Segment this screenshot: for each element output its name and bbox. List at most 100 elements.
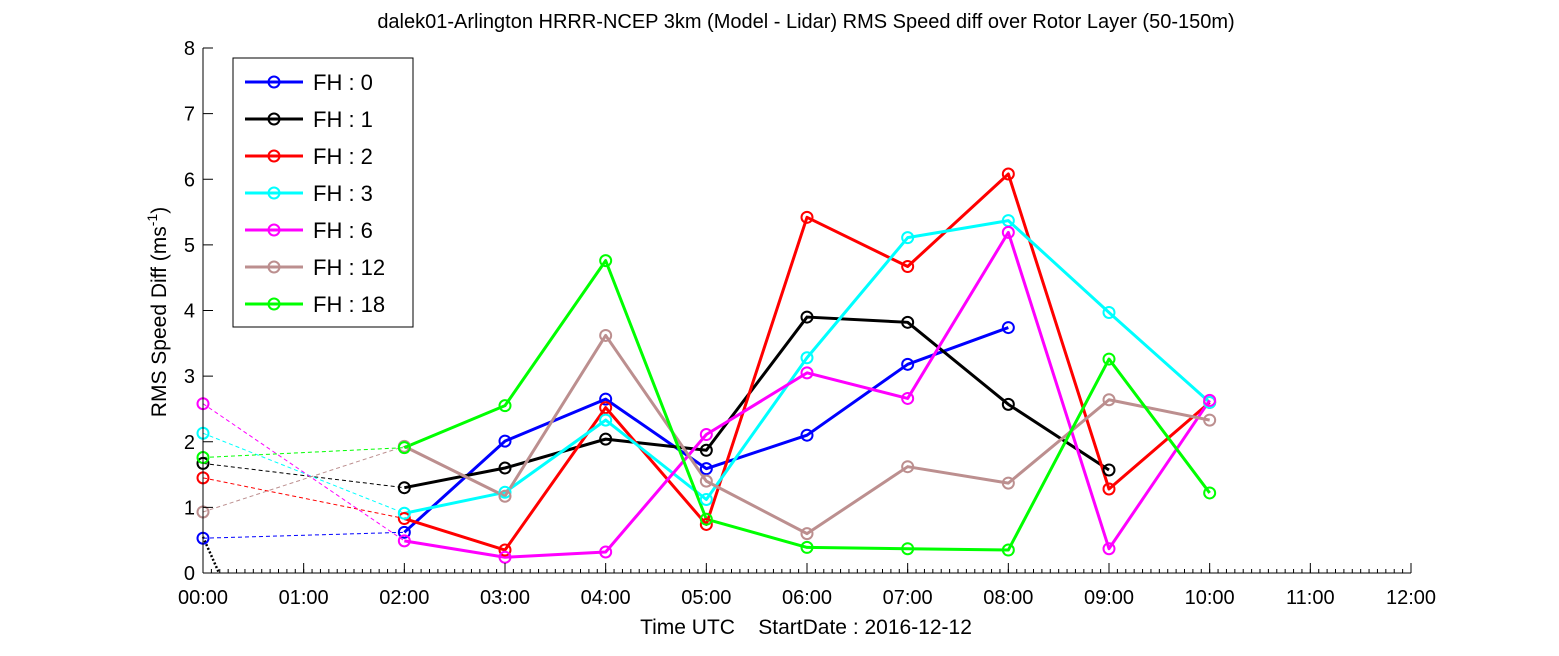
x-tick-label: 12:00 [1386,587,1436,609]
x-tick-label: 00:00 [178,587,228,609]
y-axis-label: RMS Speed Diff (ms-1) [144,207,171,417]
series-fh-2-point [397,512,411,526]
series-fh-12-point [599,328,613,342]
series-fh-1-point [1102,463,1116,477]
series-fh-1-point [699,443,713,457]
y-tick-label: 2 [184,432,195,454]
x-tick-label: 02:00 [379,587,429,609]
x-tick-label: 07:00 [883,587,933,609]
series-fh-18-point [800,540,814,554]
series-fh-0-point [699,462,713,476]
series-fh-2-point [1001,167,1015,181]
series-fh-1-point [498,461,512,475]
legend-swatch-marker [267,223,281,237]
series-fh-3-point [599,413,613,427]
series-fh-18-point [1001,543,1015,557]
series-fh-6-point [699,428,713,442]
series-fh-3-point [800,351,814,365]
series-fh-18-initial-connector [202,447,405,458]
x-tick-label: 04:00 [581,587,631,609]
series-fh-1-point [800,310,814,324]
series-fh-18-point [1203,486,1217,500]
series-fh-0-initial-connector [202,531,405,539]
series-fh-12-point [1001,476,1015,490]
series-fh-0-point [397,525,411,539]
series-fh-3-initial-connector [202,432,405,514]
series-fh-1-initial-connector [202,462,405,489]
series-fh-6-initial-connector [202,403,405,542]
y-axis-label-tail: ) [148,207,171,214]
legend: FH : 0 FH : 1 FH : 2 FH : 3 FH : 6 FH : 12 FH … [232,57,414,328]
series-fh-2-point [699,517,713,531]
series-fh-6-point [1203,393,1217,407]
series-fh-2-point [901,260,915,274]
legend-swatch-marker [267,186,281,200]
legend-item-label: FH : 12 [313,255,385,280]
legend-item-label: FH : 3 [313,181,373,206]
y-tick-label: 8 [184,38,195,60]
series-fh-3-point [699,493,713,506]
legend-swatch-marker [267,149,281,163]
series-fh-6-point [599,545,613,559]
series-fh-1-point [901,315,915,329]
series-fh-18-line [403,259,1211,552]
series-fh-12-point [800,527,814,541]
legend-swatch-marker [267,260,281,274]
series-fh-18-point [1102,352,1116,366]
legend-item-label: FH : 0 [313,70,373,95]
y-tick-label: 3 [184,366,195,388]
series-fh-6-point [1102,542,1116,556]
series-fh-12-initial-connector [202,445,405,513]
legend-swatch-marker [267,75,281,89]
series-fh-2-point [800,210,814,224]
origin-dotted-stub [201,536,221,574]
y-tick-label: 4 [184,301,195,323]
series-fh-12-point [901,460,915,474]
y-tick-label: 1 [184,497,195,519]
series-fh-6-line [404,230,1211,559]
legend-swatch-marker [267,112,281,126]
x-tick-label: 06:00 [782,587,832,609]
legend-item-label: FH : 18 [313,292,385,317]
legend-swatch-marker [267,297,281,311]
y-tick-label: 7 [184,104,195,126]
x-tick-label: 09:00 [1084,587,1134,609]
y-tick-label: 5 [184,235,195,257]
x-axis-label: Time UTC StartDate : 2016-12-12 [640,616,972,639]
series-fh-3-point [397,506,411,520]
series-fh-2-point [498,543,512,557]
series-fh-3-line [404,219,1211,515]
x-tick-label: 01:00 [279,587,329,609]
series-fh-0-point [599,392,613,406]
legend-item-label: FH : 1 [313,107,373,132]
series-fh-18-point [599,254,613,268]
series-fh-6-point [1001,225,1015,239]
y-axis-label-main: RMS Speed Diff (ms [148,226,171,417]
x-tick-label: 05:00 [681,587,731,609]
series-fh-6-point [901,391,915,405]
series-fh-18-point [397,441,411,455]
series-fh-1-line [404,315,1110,490]
series-fh-3-point [901,231,915,245]
series-fh-6-point [800,366,814,380]
series-fh-3-point [498,485,512,499]
series-fh-1-point [599,432,613,446]
series-fh-6-point [397,534,411,548]
series-fh-0-line [403,326,1009,534]
series-fh-18-point [498,399,512,413]
series-fh-1-point [397,481,411,495]
series-fh-12-point [699,474,713,488]
series-fh-2-initial-connector [202,477,405,520]
series-fh-3-point [1102,305,1116,319]
series-fh-0-point [1001,321,1015,335]
y-tick-label: 6 [184,169,195,191]
series-fh-0-point [498,434,512,448]
series-fh-12-line [403,333,1210,536]
series-fh-18-point [699,512,713,526]
series-fh-6-point [498,550,512,564]
series-fh-0-point [800,428,814,442]
series-fh-1-point [1001,397,1015,411]
series-fh-2-point [1102,482,1116,496]
series-fh-12-point [1203,413,1217,427]
